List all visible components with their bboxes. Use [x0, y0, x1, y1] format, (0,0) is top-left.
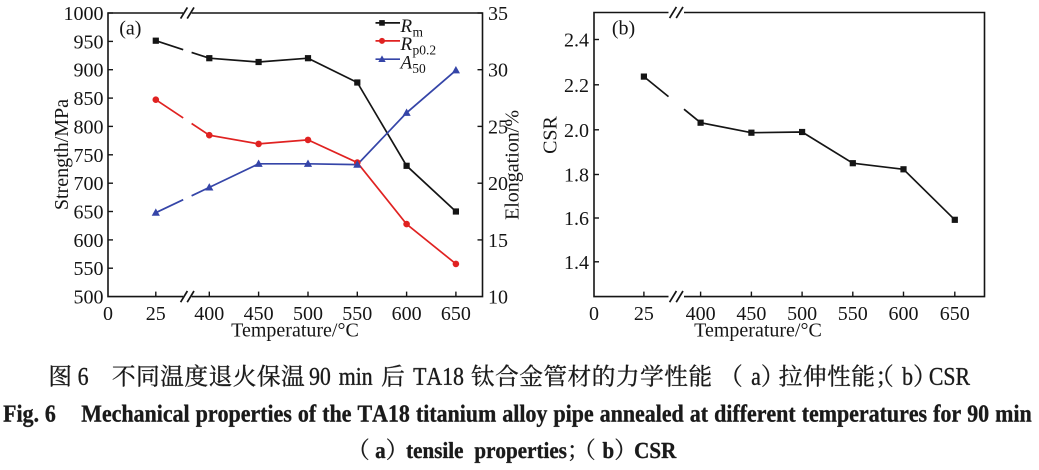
svg-text:850: 850	[74, 88, 104, 110]
svg-text:Temperature/°C: Temperature/°C	[231, 320, 359, 342]
svg-text:15: 15	[488, 230, 508, 252]
svg-text:10: 10	[488, 287, 508, 309]
svg-text:0: 0	[589, 303, 599, 325]
svg-text:2.2: 2.2	[564, 75, 589, 97]
svg-text:800: 800	[74, 116, 104, 138]
svg-text:CSR: CSR	[540, 115, 562, 153]
svg-text:1.6: 1.6	[564, 208, 589, 230]
svg-text:50: 50	[412, 61, 426, 76]
svg-text:30: 30	[488, 60, 508, 82]
svg-text:500: 500	[293, 303, 323, 325]
svg-text:Elongation/%: Elongation/%	[502, 110, 524, 220]
svg-text:650: 650	[74, 202, 104, 224]
svg-text:550: 550	[74, 258, 104, 280]
svg-text:600: 600	[74, 230, 104, 252]
svg-text:25: 25	[488, 116, 508, 138]
svg-text:2.4: 2.4	[564, 30, 589, 52]
svg-text:25: 25	[146, 303, 166, 325]
svg-text:p0.2: p0.2	[413, 43, 437, 58]
svg-text:450: 450	[736, 303, 766, 325]
svg-text:Temperature/°C: Temperature/°C	[694, 320, 822, 342]
svg-text:550: 550	[838, 303, 868, 325]
svg-text:R: R	[400, 34, 413, 55]
svg-text:650: 650	[441, 303, 471, 325]
svg-text:R: R	[400, 16, 413, 37]
svg-text:2.0: 2.0	[564, 120, 589, 142]
svg-text:450: 450	[244, 303, 274, 325]
svg-text:25: 25	[634, 303, 654, 325]
svg-text:700: 700	[74, 173, 104, 195]
svg-text:500: 500	[787, 303, 817, 325]
svg-text:900: 900	[74, 60, 104, 82]
svg-text:750: 750	[74, 145, 104, 167]
svg-text:(b): (b)	[612, 18, 635, 40]
svg-text:A: A	[399, 53, 413, 74]
svg-text:1000: 1000	[64, 3, 104, 25]
svg-text:400: 400	[686, 303, 716, 325]
svg-text:550: 550	[342, 303, 372, 325]
svg-text:1.8: 1.8	[564, 165, 589, 187]
svg-text:650: 650	[940, 303, 970, 325]
svg-text:0: 0	[103, 303, 113, 325]
svg-text:600: 600	[889, 303, 919, 325]
svg-text:m: m	[413, 25, 424, 40]
svg-text:400: 400	[194, 303, 224, 325]
svg-text:35: 35	[488, 3, 508, 25]
svg-text:Strength/MPa: Strength/MPa	[51, 99, 73, 210]
svg-text:20: 20	[488, 173, 508, 195]
svg-text:950: 950	[74, 31, 104, 53]
svg-text:1.4: 1.4	[564, 252, 589, 274]
svg-text:(a): (a)	[119, 18, 141, 40]
svg-text:500: 500	[74, 287, 104, 309]
svg-text:600: 600	[392, 303, 422, 325]
